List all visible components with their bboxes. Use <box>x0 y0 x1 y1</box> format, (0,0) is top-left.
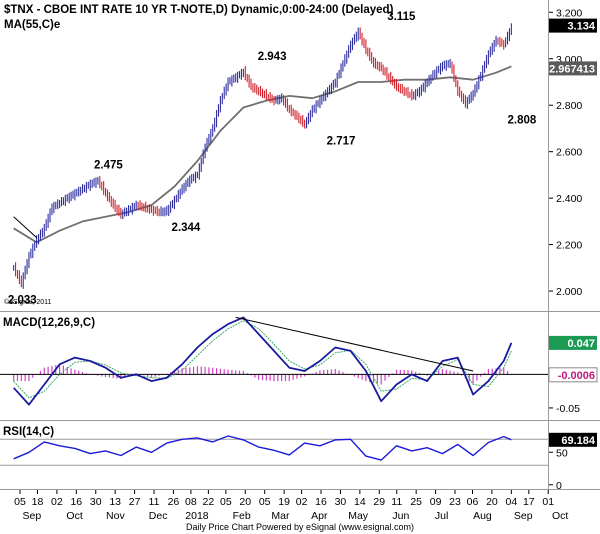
macd-panel: 0-0.05 0.047-0.0006 MACD(12,26,9,C) <box>0 316 598 415</box>
footer-caption: Daily Price Chart Powered by eSignal (ww… <box>186 522 414 532</box>
price-ytick-label: 2.000 <box>556 286 582 298</box>
macd-last-box <box>549 335 597 350</box>
price-chart-title: $TNX - CBOE INT RATE 10 YR T-NOTE,D) Dyn… <box>4 4 394 16</box>
last-close-box <box>549 18 597 33</box>
x-day-label: 18 <box>32 496 44 508</box>
x-day-label: 20 <box>239 496 251 508</box>
ma55-line <box>13 65 512 244</box>
x-day-label: 13 <box>109 496 121 508</box>
ma-label: MA(55,C)e <box>4 19 60 31</box>
panel-frames <box>0 0 600 490</box>
x-month-label: Sep <box>23 510 42 522</box>
x-day-label: 05 <box>259 496 271 508</box>
last-ma-box <box>549 61 597 76</box>
x-month-label: Feb <box>233 510 251 522</box>
price-panel: 2.033 2.475 2.344 2.943 2.717 3.115 2.808 2.00… <box>4 4 597 306</box>
macd-panel-title: MACD(12,26,9,C) <box>3 317 95 329</box>
price-ytick-label: 3.200 <box>556 7 582 19</box>
x-day-label: 23 <box>449 496 461 508</box>
x-day-label: 08 <box>185 496 197 508</box>
rsi-panel: 50 0 69.184 RSI(14,C) <box>0 426 597 492</box>
price-peak-label: 2.475 <box>94 160 123 172</box>
x-month-label: Dec <box>149 510 168 522</box>
macd-trendline <box>235 316 474 372</box>
macd-last-label: 0.047 <box>567 338 595 350</box>
x-month-label: Sep <box>514 510 533 522</box>
x-month-label: Apr <box>311 510 328 522</box>
price-peak-label: 2.808 <box>508 114 537 126</box>
x-month-label: Aug <box>473 510 492 522</box>
x-day-label: 14 <box>354 496 366 508</box>
x-day-label: 01 <box>542 496 554 508</box>
x-month-label: Oct <box>552 510 568 522</box>
macd-hist-last-label: -0.0006 <box>558 370 595 382</box>
x-day-label: 09 <box>430 496 442 508</box>
price-peak-label: 2.344 <box>172 222 201 234</box>
x-day-label: 20 <box>486 496 498 508</box>
macd-ytick-label: -0.05 <box>556 403 580 415</box>
x-day-label: 05 <box>220 496 232 508</box>
esignal-watermark: ©eSignal, 2011 <box>4 298 52 306</box>
rsi-panel-title: RSI(14,C) <box>3 426 54 438</box>
x-day-label: 29 <box>373 496 385 508</box>
price-ytick-label: 2.200 <box>556 240 582 252</box>
x-day-label: 25 <box>410 496 422 508</box>
x-month-label: Jun <box>392 510 409 522</box>
rsi-ytick-label: 50 <box>556 447 568 459</box>
macd-line <box>13 316 513 406</box>
x-day-label: 26 <box>168 496 180 508</box>
macd-hist-last-box <box>548 367 598 383</box>
macd-signal-line <box>13 320 512 399</box>
x-month-label: 2018 <box>185 510 209 522</box>
x-month-label: Jul <box>435 510 448 522</box>
rsi-last-box <box>549 432 597 447</box>
last-close-label: 3.134 <box>567 21 595 33</box>
x-day-label: 06 <box>467 496 479 508</box>
price-peak-label: 2.717 <box>327 135 356 147</box>
price-peak-label: 2.033 <box>8 294 37 306</box>
x-day-label: 16 <box>315 496 327 508</box>
x-month-label: Mar <box>271 510 290 522</box>
x-month-label: Nov <box>106 510 125 522</box>
x-day-label: 30 <box>90 496 102 508</box>
x-day-label: 17 <box>523 496 535 508</box>
rsi-last-label: 69.184 <box>561 435 596 447</box>
x-day-label: 27 <box>129 496 141 508</box>
x-day-label: 02 <box>296 496 308 508</box>
price-peak-label: 2.943 <box>258 51 287 63</box>
last-ma-label: 2.967413 <box>549 63 595 75</box>
price-peak-label: 3.115 <box>387 11 416 23</box>
price-ytick-label: 2.600 <box>556 147 582 159</box>
price-ytick-label: 2.800 <box>556 100 582 112</box>
x-day-label: 16 <box>70 496 82 508</box>
rsi-line <box>13 435 512 461</box>
x-day-label: 30 <box>335 496 347 508</box>
x-day-label: 11 <box>149 496 160 508</box>
x-day-label: 02 <box>51 496 63 508</box>
x-day-label: 19 <box>278 496 290 508</box>
price-trendline <box>13 216 37 239</box>
x-day-label: 11 <box>391 496 402 508</box>
price-ytick-label: 2.400 <box>556 193 582 205</box>
x-day-label: 04 <box>505 496 517 508</box>
x-day-label: 05 <box>14 496 26 508</box>
x-month-label: May <box>348 510 369 522</box>
x-axis: 05 18 02 16 30 13 27 11 26 08 22 05 20 05 19 02 16 30 14 29… <box>14 490 568 522</box>
rsi-ytick-label: 0 <box>556 480 562 492</box>
x-day-label: 22 <box>203 496 215 508</box>
x-month-label: Oct <box>66 510 82 522</box>
